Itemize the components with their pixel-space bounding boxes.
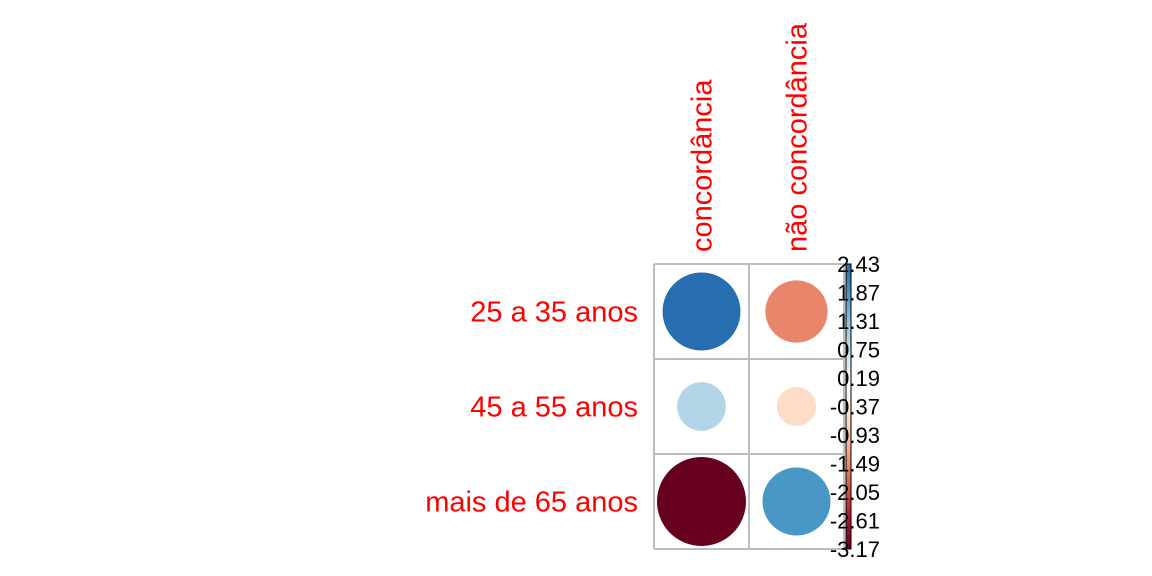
legend-color-step (846, 340, 851, 346)
legend-color-step (846, 387, 851, 393)
legend-color-step (846, 458, 851, 464)
legend-color-step (846, 368, 851, 374)
legend-color-step (846, 544, 851, 550)
legend-color-step (846, 397, 851, 403)
legend-color-step (846, 401, 851, 407)
legend-color-step (846, 506, 851, 512)
legend-color-step (846, 468, 851, 474)
legend-tick-label: 0.75 (837, 338, 880, 363)
legend-color-step (846, 492, 851, 498)
cell-circle-r1-c0 (677, 382, 726, 431)
legend-color-step (846, 539, 851, 545)
legend-color-step (846, 420, 851, 426)
cell-circle-r0-c0 (662, 272, 741, 351)
legend-color-step (846, 292, 851, 298)
legend-color-step (846, 311, 851, 317)
legend-color-step (846, 501, 851, 507)
legend-color-step (846, 515, 851, 521)
legend-color-step (846, 321, 851, 327)
legend-color-step (846, 411, 851, 417)
legend-color-step (846, 463, 851, 469)
legend-color-step (846, 392, 851, 398)
row-label: mais de 65 anos (425, 487, 638, 519)
legend-color-step (846, 283, 851, 289)
legend-color-step (846, 449, 851, 455)
legend-color-step (846, 306, 851, 312)
legend-color-step (846, 534, 851, 540)
legend-color-step (846, 482, 851, 488)
legend-tick-label: -3.17 (830, 537, 880, 562)
cell-circle-r2-c0 (657, 457, 746, 546)
legend-color-step (846, 435, 851, 441)
legend-tick-label: -0.37 (830, 395, 880, 420)
legend-tick-label: -1.49 (830, 452, 880, 477)
legend-color-step (846, 325, 851, 331)
legend-tick-label: 1.31 (837, 309, 880, 334)
column-label: não concordância (782, 22, 814, 252)
legend-tick-label: 0.19 (837, 366, 880, 391)
cell-circle-r2-c1 (762, 467, 831, 536)
legend-color-step (846, 354, 851, 360)
legend-color-step (846, 439, 851, 445)
legend-color-step (846, 487, 851, 493)
legend-color-step (846, 359, 851, 365)
legend-color-step (846, 297, 851, 303)
legend-color-step (846, 316, 851, 322)
legend-tick-label: -2.61 (830, 509, 880, 534)
legend-color-step (846, 511, 851, 517)
legend-color-step (846, 520, 851, 526)
legend-color-step (846, 477, 851, 483)
legend-color-step (846, 268, 851, 274)
cell-circle-r0-c1 (765, 280, 828, 343)
column-label: concordância (687, 79, 719, 252)
legend-color-step (846, 302, 851, 308)
legend-color-step (846, 264, 851, 270)
plot-cells (657, 272, 831, 546)
cell-circle-r1-c1 (776, 386, 817, 427)
legend-color-step (846, 525, 851, 531)
legend-color-step (846, 425, 851, 431)
legend-color-step (846, 335, 851, 341)
legend-color-step (846, 406, 851, 412)
legend-tick-label: 1.87 (837, 281, 880, 306)
plot-grid (653, 263, 845, 550)
legend-color-step (846, 378, 851, 384)
legend-color-step (846, 349, 851, 355)
row-labels: 25 a 35 anos 45 a 55 anos mais de 65 anos (425, 297, 638, 519)
legend-color-step (846, 287, 851, 293)
legend-color-step (846, 363, 851, 369)
legend-color-step (846, 530, 851, 536)
legend-tick-label: -0.93 (830, 423, 880, 448)
legend-tick-label: -2.05 (830, 480, 880, 505)
legend-color-step (846, 344, 851, 350)
legend-color-step (846, 444, 851, 450)
legend-color-step (846, 330, 851, 336)
legend-bar-outline (845, 263, 852, 550)
column-labels: concordância não concordância (687, 22, 814, 252)
legend-color-step (846, 273, 851, 279)
legend-color-step (846, 454, 851, 460)
color-legend: 2.43 1.87 1.31 0.75 0.19 -0.37 -0.93 -1.49 -2.05… (830, 252, 880, 562)
legend-color-step (846, 373, 851, 379)
row-label: 25 a 35 anos (470, 297, 638, 329)
legend-color-step (846, 496, 851, 502)
legend-tick-label: 2.43 (837, 252, 880, 277)
legend-color-step (846, 278, 851, 284)
legend-color-step (846, 382, 851, 388)
row-label: 45 a 55 anos (470, 392, 638, 424)
legend-color-step (846, 473, 851, 479)
legend-color-step (846, 416, 851, 422)
legend-color-step (846, 430, 851, 436)
